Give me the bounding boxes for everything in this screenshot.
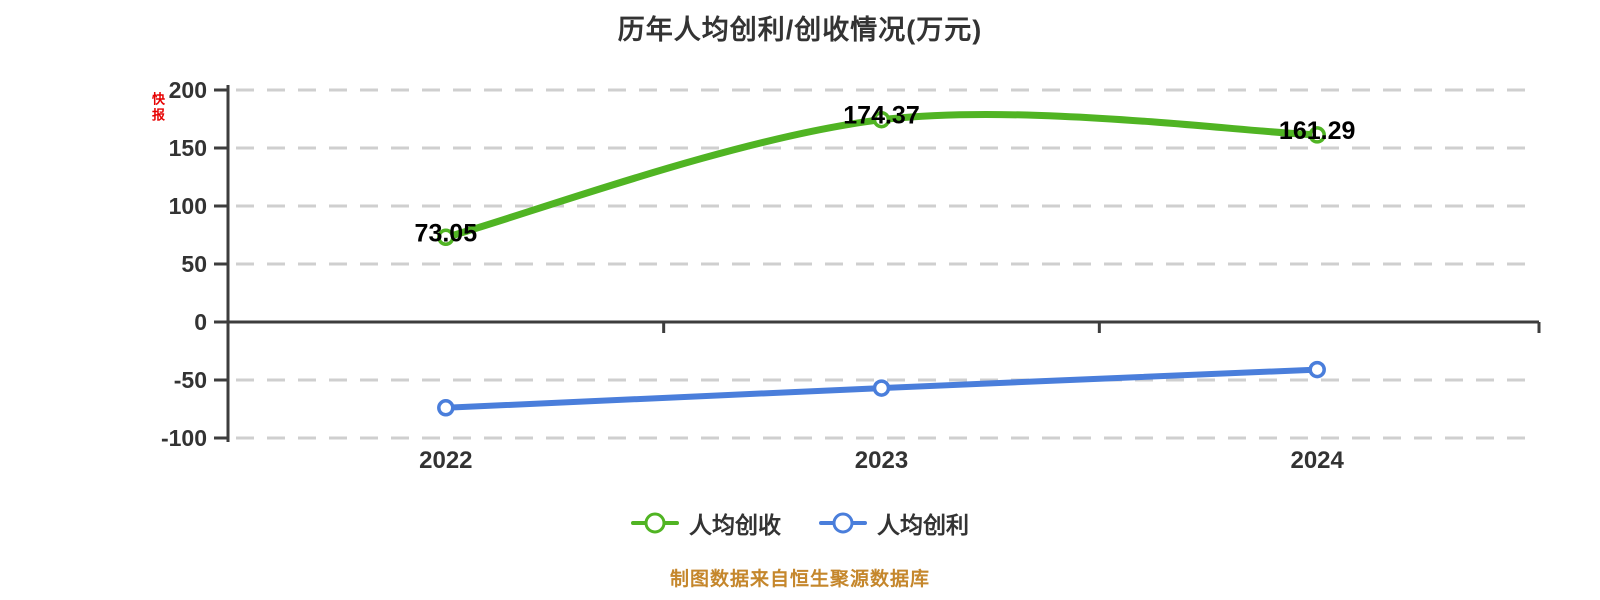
revenue-data-point-marker (437, 228, 455, 247)
express-report-flag: 快报 (150, 92, 165, 124)
revenue-series-line (442, 111, 1321, 241)
profit-data-point-marker (437, 399, 455, 417)
value-label: 174.37 (843, 102, 919, 130)
legend-item-profit[interactable]: 人均创利 (819, 506, 969, 540)
y-tick-label: 0 (194, 309, 207, 335)
profit-legend-marker-icon (819, 512, 867, 534)
x-tick-label: 2024 (1290, 447, 1344, 474)
value-label: 73.05 (415, 219, 478, 247)
chart-legend: 人均创收 人均创利 (0, 506, 1600, 540)
revenue-data-point-marker (872, 110, 891, 129)
legend-item-revenue[interactable]: 人均创收 (631, 506, 781, 540)
y-tick-label: 50 (181, 251, 207, 277)
legend-label-profit: 人均创利 (877, 512, 969, 538)
value-label: 161.29 (1279, 117, 1355, 145)
x-tick-label: 2022 (419, 447, 472, 474)
revenue-legend-marker-icon (631, 512, 679, 534)
y-tick-label: -50 (174, 367, 207, 393)
y-tick-label: 200 (169, 77, 207, 103)
y-tick-label: 100 (169, 193, 207, 219)
legend-label-revenue: 人均创收 (689, 512, 781, 538)
chart-title: 历年人均创利/创收情况(万元) (617, 15, 983, 45)
x-tick-label: 2023 (855, 447, 908, 474)
data-source-footer: 制图数据来自恒生聚源数据库 (669, 569, 930, 590)
y-tick-label: 150 (169, 135, 207, 161)
profit-data-point-marker (872, 379, 891, 397)
revenue-data-point-marker (1308, 126, 1326, 144)
y-tick-label: -100 (161, 425, 207, 451)
profit-data-point-marker (1308, 360, 1326, 379)
